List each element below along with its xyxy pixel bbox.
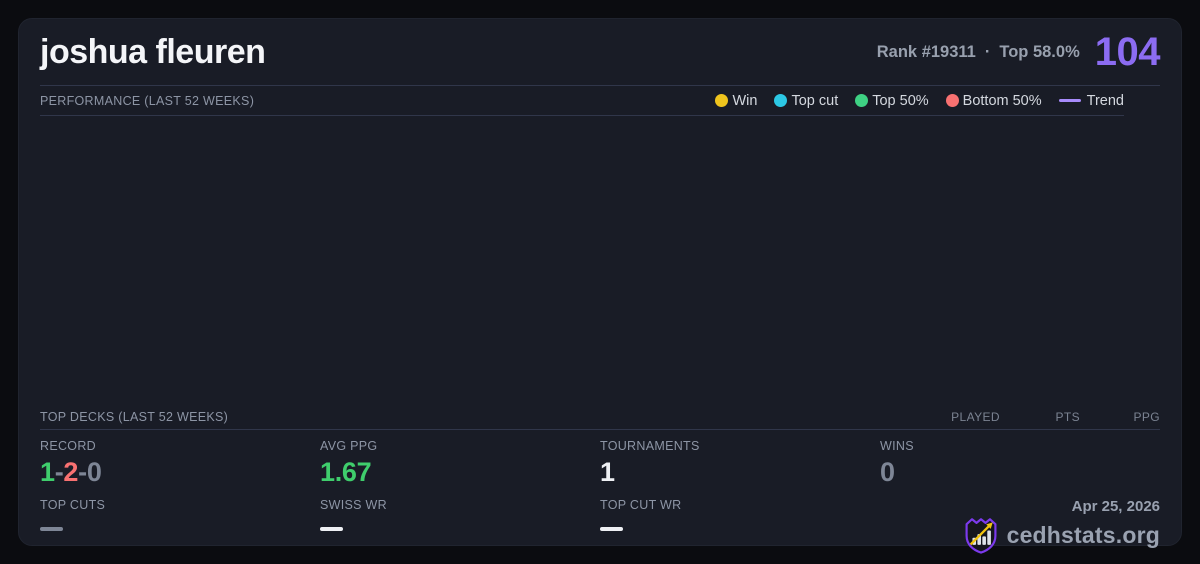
legend-item-bottom50: Bottom 50% [945,92,1042,109]
legend-item-trend: Trend [1058,92,1124,109]
rank-label: Rank #19311 [876,42,976,61]
tournaments-label: TOURNAMENTS [600,439,700,453]
column-header-played: PLAYED [951,409,1000,424]
record-draws: 0 [86,457,102,487]
points-value: 104 [1094,29,1161,74]
top-cuts-label: TOP CUTS [40,498,106,512]
record-separator: - [78,457,87,487]
performance-chart-area [40,116,1160,404]
legend-label-top50: Top 50% [872,92,929,109]
brand-link[interactable]: cedhstats.org [963,516,1160,554]
record-separator: - [54,457,64,487]
rank-dot-separator: · [984,42,991,61]
stat-swiss-wr: SWISS WR [320,498,600,554]
legend-label-trend: Trend [1086,92,1124,109]
stat-wins: WINS 0 [880,439,1160,488]
top-cuts-empty-dash [40,527,63,531]
footer-cell: Apr 25, 2026 cedhstats.org [880,498,1160,554]
wins-label: WINS [880,439,914,453]
swiss-wr-empty-dash [320,527,343,531]
rank-text: Rank #19311 · Top 58.0% [877,43,1080,62]
legend-label-top-cut: Top cut [791,92,839,109]
chart-legend: Win Top cut Top 50% Bottom 50% Trend [715,93,1124,109]
legend-label-bottom50: Bottom 50% [962,92,1042,109]
stat-avg-ppg: AVG PPG 1.67 [320,439,600,488]
stat-record: RECORD 1-2-0 [40,439,320,488]
avg-ppg-value: 1.67 [320,457,372,487]
legend-item-win: Win [715,93,757,109]
record-value: 1-2-0 [40,457,320,488]
column-header-pts: PTS [1055,409,1080,424]
top-decks-header-row: TOP DECKS (LAST 52 WEEKS) PLAYED PTS PPG [40,404,1160,430]
stat-top-cuts: TOP CUTS [40,498,320,554]
wins-value: 0 [880,457,895,487]
win-dot-icon [715,94,729,107]
column-header-ppg: PPG [1133,409,1160,424]
performance-header-row: PERFORMANCE (LAST 52 WEEKS) Win Top cut … [40,86,1124,116]
top-cut-wr-label: TOP CUT WR [600,498,682,512]
top-decks-columns: PLAYED PTS PPG [920,410,1160,424]
legend-label-win: Win [732,92,758,109]
performance-title: PERFORMANCE (LAST 52 WEEKS) [40,93,255,108]
avg-ppg-label: AVG PPG [320,439,378,453]
trend-line-icon [1058,99,1081,102]
rank-summary: Rank #19311 · Top 58.0% 104 [877,29,1161,75]
stat-top-cut-wr: TOP CUT WR [600,498,880,554]
top-cut-wr-empty-dash [600,527,623,531]
player-stats-card: joshua fleuren Rank #19311 · Top 58.0% 1… [18,18,1182,554]
swiss-wr-label: SWISS WR [320,498,387,512]
top-decks-title: TOP DECKS (LAST 52 WEEKS) [40,409,229,424]
record-wins: 1 [40,457,55,487]
card-header: joshua fleuren Rank #19311 · Top 58.0% 1… [40,19,1161,86]
top-percent-label: Top 58.0% [999,42,1080,61]
legend-item-top-cut: Top cut [774,93,838,109]
stat-tournaments: TOURNAMENTS 1 [600,439,880,488]
card-date: Apr 25, 2026 [1071,498,1160,515]
record-label: RECORD [40,439,96,453]
tournaments-value: 1 [600,457,615,487]
stats-grid: RECORD 1-2-0 AVG PPG 1.67 TOURNAMENTS 1 … [40,430,1160,554]
bottom50-dot-icon [945,94,959,107]
cedhstats-shield-logo-icon [965,518,997,554]
top50-dot-icon [855,94,869,107]
player-name: joshua fleuren [40,32,266,71]
legend-item-top50: Top 50% [855,92,929,109]
record-losses: 2 [63,457,79,487]
top-cut-dot-icon [774,94,788,107]
brand-name: cedhstats.org [1006,521,1160,548]
